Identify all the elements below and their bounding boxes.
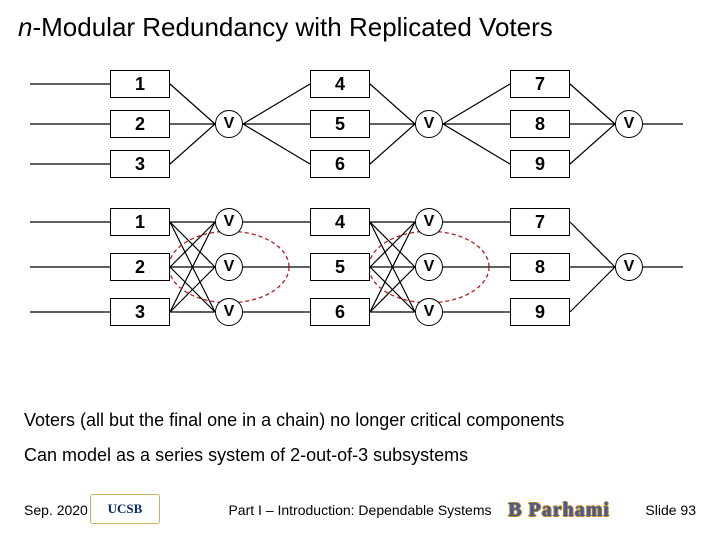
voter: V bbox=[415, 253, 443, 281]
voter: V bbox=[215, 110, 243, 138]
module-box: 2 bbox=[110, 253, 170, 281]
module-box: 4 bbox=[310, 70, 370, 98]
voter: V bbox=[215, 298, 243, 326]
module-box: 7 bbox=[510, 70, 570, 98]
module-box: 5 bbox=[310, 110, 370, 138]
module-box: 4 bbox=[310, 208, 370, 236]
caption-1: Voters (all but the final one in a chain… bbox=[24, 410, 564, 431]
diagram: 147258369VVV147258369VVVVVVV bbox=[0, 58, 720, 408]
module-box: 8 bbox=[510, 110, 570, 138]
voter: V bbox=[415, 208, 443, 236]
caption-2: Can model as a series system of 2-out-of… bbox=[24, 445, 468, 466]
voter: V bbox=[615, 253, 643, 281]
voter: V bbox=[415, 298, 443, 326]
footer-slide: Slide 93 bbox=[645, 502, 696, 518]
voter: V bbox=[615, 110, 643, 138]
module-box: 5 bbox=[310, 253, 370, 281]
signature: B Parhami bbox=[508, 499, 610, 522]
module-box: 2 bbox=[110, 110, 170, 138]
module-box: 9 bbox=[510, 150, 570, 178]
voter: V bbox=[215, 253, 243, 281]
module-box: 7 bbox=[510, 208, 570, 236]
module-box: 6 bbox=[310, 150, 370, 178]
module-box: 9 bbox=[510, 298, 570, 326]
module-box: 3 bbox=[110, 298, 170, 326]
voter: V bbox=[415, 110, 443, 138]
module-box: 3 bbox=[110, 150, 170, 178]
module-box: 6 bbox=[310, 298, 370, 326]
footer-center: Part I – Introduction: Dependable System… bbox=[0, 502, 720, 518]
module-box: 1 bbox=[110, 208, 170, 236]
page-title: n-Modular Redundancy with Replicated Vot… bbox=[18, 12, 553, 43]
voter: V bbox=[215, 208, 243, 236]
title-n: n bbox=[18, 12, 32, 42]
footer: Sep. 2020 UCSB Part I – Introduction: De… bbox=[0, 488, 720, 528]
title-rest: -Modular Redundancy with Replicated Vote… bbox=[32, 12, 552, 42]
module-box: 8 bbox=[510, 253, 570, 281]
module-box: 1 bbox=[110, 70, 170, 98]
